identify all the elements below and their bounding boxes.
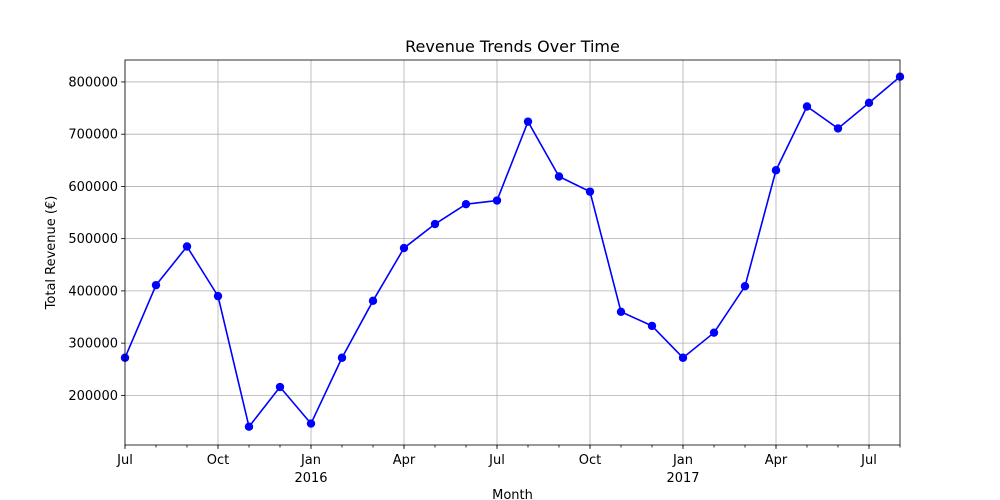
- y-tick-label: 800000: [68, 75, 118, 90]
- x-tick-label: Apr: [393, 453, 416, 468]
- x-tick-label: Jul: [488, 453, 505, 468]
- y-axis-label: Total Revenue (€): [44, 196, 59, 311]
- x-tick-label: Jan: [672, 453, 693, 468]
- x-tick-label: Apr: [765, 453, 788, 468]
- revenue-line: [124, 76, 901, 428]
- data-point: [306, 419, 316, 428]
- plot-frame: [124, 59, 901, 446]
- data-point: [275, 382, 285, 392]
- x-tick-year-label: 2017: [666, 471, 699, 486]
- data-point: [554, 172, 564, 181]
- x-axis: Jul Oct Jan 2016 Apr Jul Oct Jan 2017 Apr Jul: [116, 445, 901, 486]
- x-tick-label: Oct: [207, 453, 229, 468]
- data-point: [833, 124, 843, 133]
- data-point: [864, 98, 874, 108]
- y-axis: 200000 300000 400000 500000 600000 700000 8000…: [68, 75, 125, 404]
- data-point: [678, 353, 688, 362]
- data-point: [585, 187, 595, 196]
- y-tick-label: 500000: [68, 232, 118, 247]
- data-point: [182, 242, 192, 251]
- data-point: [399, 243, 409, 253]
- data-point: [244, 422, 254, 431]
- x-tick-label: Jan: [300, 453, 321, 468]
- x-tick-label: Jul: [116, 453, 133, 468]
- y-tick-label: 700000: [68, 128, 118, 143]
- data-point: [740, 281, 750, 291]
- y-tick-label: 600000: [68, 180, 118, 195]
- data-point: [523, 117, 533, 126]
- data-point: [771, 166, 781, 175]
- x-tick-label: Jul: [860, 453, 877, 468]
- y-tick-label: 400000: [68, 284, 118, 299]
- data-point: [802, 102, 812, 111]
- data-point: [430, 219, 440, 229]
- data-point: [709, 328, 719, 337]
- data-point: [492, 196, 502, 205]
- y-tick-label: 200000: [68, 389, 118, 404]
- data-point: [616, 307, 626, 316]
- data-point: [151, 280, 161, 290]
- series-layer: [120, 72, 905, 431]
- x-tick-year-label: 2016: [294, 471, 327, 486]
- data-point: [368, 296, 378, 306]
- data-point: [337, 353, 347, 362]
- data-point: [647, 321, 657, 331]
- x-tick-label: Oct: [579, 453, 601, 468]
- data-point: [461, 199, 471, 209]
- grid: [124, 60, 900, 445]
- data-point: [213, 291, 223, 301]
- y-tick-label: 300000: [68, 337, 118, 352]
- x-axis-label: Month: [492, 488, 533, 500]
- chart-title: Revenue Trends Over Time: [405, 37, 620, 56]
